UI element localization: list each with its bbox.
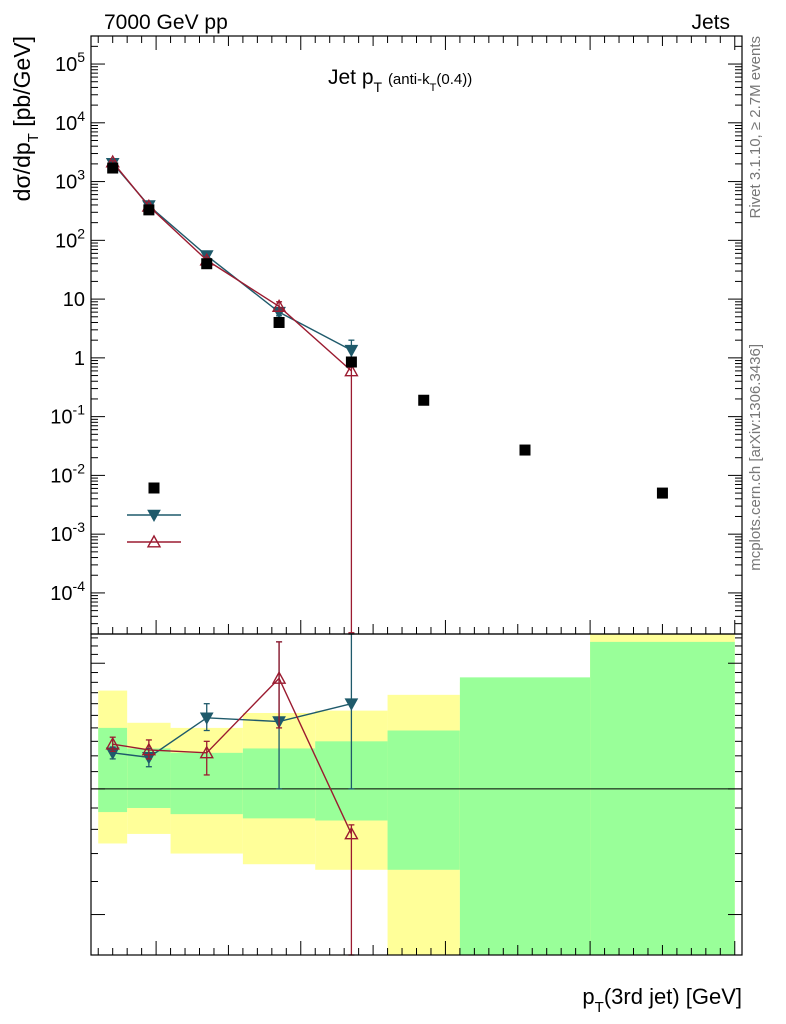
top-ylabel: dσ/dpT [pb/GeV] bbox=[9, 36, 42, 201]
atlas-point bbox=[519, 444, 531, 456]
top-ytick-label: 1 bbox=[74, 348, 85, 370]
pythia-point bbox=[344, 363, 359, 377]
herwig-point bbox=[199, 250, 214, 263]
legend-marker-pythia bbox=[146, 534, 162, 548]
herwig-line bbox=[112, 162, 352, 351]
top-ytick-label: 104 bbox=[55, 108, 85, 135]
axes bbox=[91, 35, 742, 955]
top-ytick-label: 10-4 bbox=[50, 578, 85, 605]
pythia-ratio-point bbox=[105, 736, 120, 750]
legend-marker-herwig bbox=[147, 509, 161, 523]
atlas-point bbox=[143, 204, 155, 216]
rivet-label: Rivet 3.1.10, ≥ 2.7M events bbox=[747, 36, 764, 219]
chart-title: Jet pT (anti-kT(0.4)) bbox=[328, 66, 472, 95]
herwig-point bbox=[344, 344, 359, 358]
pythia-ratio-point bbox=[141, 742, 157, 756]
pythia-ratio-point bbox=[271, 670, 287, 684]
atlas-point bbox=[107, 162, 119, 174]
top-ytick-label: 10-1 bbox=[50, 402, 85, 429]
ratio-uncertainty-bands bbox=[91, 634, 742, 955]
pythia-ratio-point bbox=[344, 826, 359, 840]
atlas-point bbox=[201, 258, 213, 270]
header-right: Jets bbox=[691, 11, 730, 34]
pythia-line bbox=[112, 161, 352, 372]
pythia-ratio-point bbox=[199, 745, 214, 759]
atlas-point bbox=[656, 487, 668, 499]
main-panel-content bbox=[105, 154, 668, 634]
mcplots-label: mcplots.cern.ch [arXiv:1306.3436] bbox=[747, 344, 764, 571]
atlas-point bbox=[418, 394, 430, 406]
top-ytick-label: 105 bbox=[55, 49, 85, 76]
main-panel-frame bbox=[90, 35, 743, 635]
top-ytick-label: 10 bbox=[63, 289, 85, 311]
green-band-bin bbox=[590, 641, 735, 955]
xlabel: pT(3rd jet) [GeV] bbox=[582, 984, 742, 1016]
green-band-bin bbox=[387, 730, 460, 870]
header-left: 7000 GeV pp bbox=[104, 11, 228, 34]
atlas-point bbox=[345, 356, 357, 368]
legend-marker-atlas bbox=[148, 482, 160, 494]
green-band-bin bbox=[459, 677, 591, 955]
atlas-point bbox=[273, 316, 285, 328]
pythia-point bbox=[271, 298, 287, 312]
top-ytick-label: 102 bbox=[55, 225, 85, 252]
top-ytick-label: 10-2 bbox=[50, 460, 85, 487]
ratio-panel-content bbox=[105, 633, 359, 956]
top-ytick-label: 103 bbox=[55, 167, 85, 194]
herwig-ratio-point bbox=[344, 698, 359, 711]
top-ytick-label: 10-3 bbox=[50, 519, 85, 546]
herwig-ratio-point bbox=[199, 712, 214, 725]
